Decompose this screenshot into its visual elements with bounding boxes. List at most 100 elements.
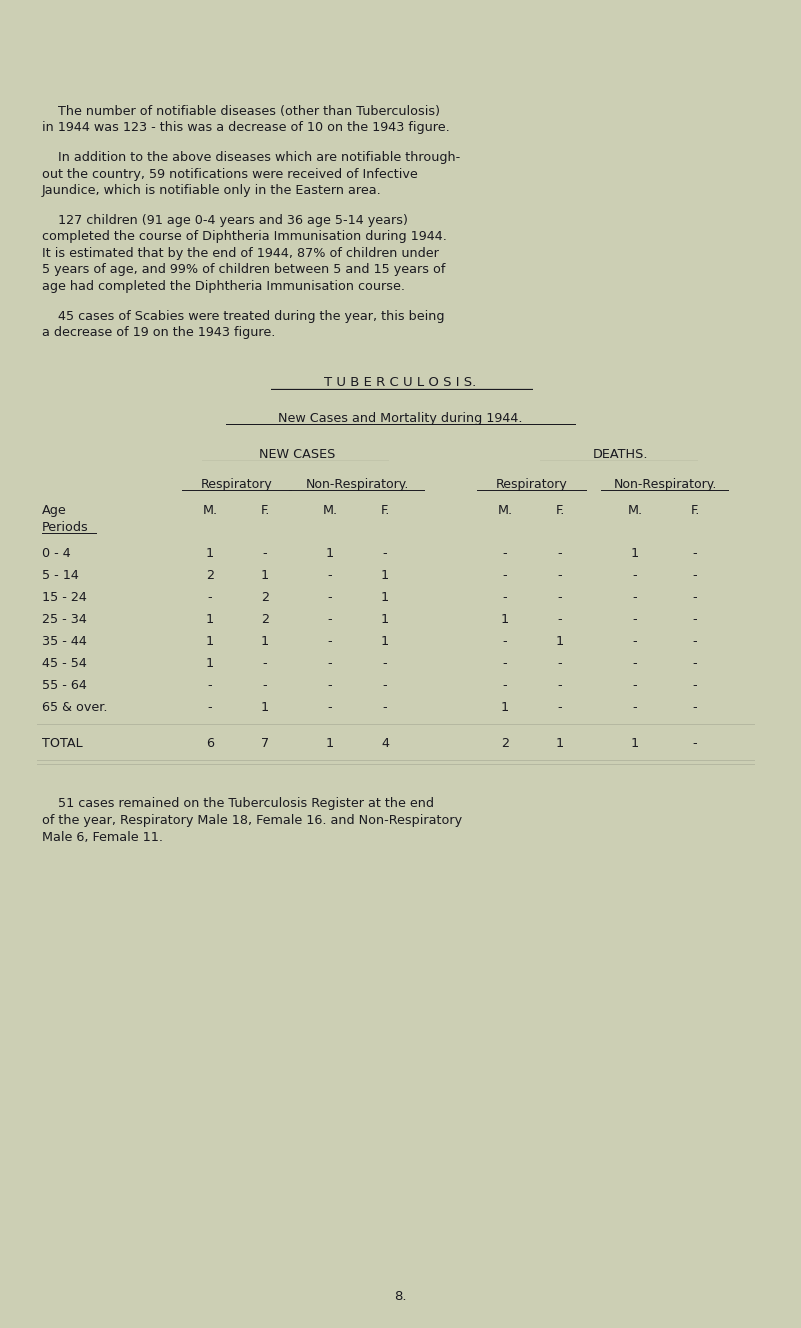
Text: In addition to the above diseases which are notifiable through-: In addition to the above diseases which … — [42, 151, 461, 165]
Text: 127 children (91 age 0-4 years and 36 age 5-14 years): 127 children (91 age 0-4 years and 36 ag… — [42, 214, 408, 227]
Text: -: - — [328, 701, 332, 714]
Text: 8.: 8. — [394, 1289, 407, 1303]
Text: DEATHS.: DEATHS. — [592, 448, 648, 461]
Text: -: - — [633, 635, 638, 648]
Text: 1: 1 — [206, 614, 214, 627]
Text: M.: M. — [323, 505, 337, 518]
Text: -: - — [693, 679, 698, 692]
Text: 5 - 14: 5 - 14 — [42, 570, 78, 582]
Text: M.: M. — [203, 505, 218, 518]
Text: -: - — [503, 570, 507, 582]
Text: NEW CASES: NEW CASES — [259, 448, 335, 461]
Text: 1: 1 — [261, 635, 269, 648]
Text: 1: 1 — [381, 591, 389, 604]
Text: 6: 6 — [206, 737, 214, 750]
Text: 1: 1 — [206, 657, 214, 671]
Text: New Cases and Mortality during 1944.: New Cases and Mortality during 1944. — [278, 412, 523, 425]
Text: 15 - 24: 15 - 24 — [42, 591, 87, 604]
Text: The number of notifiable diseases (other than Tuberculosis): The number of notifiable diseases (other… — [42, 105, 440, 118]
Text: -: - — [633, 679, 638, 692]
Text: TOTAL: TOTAL — [42, 737, 83, 750]
Text: 2: 2 — [261, 614, 269, 627]
Text: 1: 1 — [206, 635, 214, 648]
Text: Respiratory: Respiratory — [201, 478, 273, 491]
Text: -: - — [328, 679, 332, 692]
Text: F.: F. — [380, 505, 390, 518]
Text: 55 - 64: 55 - 64 — [42, 679, 87, 692]
Text: 45 - 54: 45 - 54 — [42, 657, 87, 671]
Text: -: - — [503, 547, 507, 560]
Text: 1: 1 — [261, 701, 269, 714]
Text: 1: 1 — [501, 614, 509, 627]
Text: 1: 1 — [631, 547, 639, 560]
Text: F.: F. — [690, 505, 700, 518]
Text: F.: F. — [555, 505, 565, 518]
Text: Non-Respiratory.: Non-Respiratory. — [305, 478, 409, 491]
Text: -: - — [328, 591, 332, 604]
Text: -: - — [693, 570, 698, 582]
Text: M.: M. — [627, 505, 642, 518]
Text: 25 - 34: 25 - 34 — [42, 614, 87, 627]
Text: -: - — [557, 657, 562, 671]
Text: -: - — [328, 570, 332, 582]
Text: -: - — [263, 657, 268, 671]
Text: -: - — [207, 679, 212, 692]
Text: -: - — [633, 657, 638, 671]
Text: 1: 1 — [501, 701, 509, 714]
Text: 2: 2 — [261, 591, 269, 604]
Text: -: - — [633, 614, 638, 627]
Text: 0 - 4: 0 - 4 — [42, 547, 70, 560]
Text: -: - — [693, 635, 698, 648]
Text: Periods: Periods — [42, 521, 89, 534]
Text: -: - — [557, 591, 562, 604]
Text: -: - — [503, 657, 507, 671]
Text: -: - — [693, 657, 698, 671]
Text: Non-Respiratory.: Non-Respiratory. — [614, 478, 717, 491]
Text: 1: 1 — [206, 547, 214, 560]
Text: F.: F. — [260, 505, 270, 518]
Text: 2: 2 — [501, 737, 509, 750]
Text: -: - — [383, 679, 388, 692]
Text: out the country, 59 notifications were received of Infective: out the country, 59 notifications were r… — [42, 167, 418, 181]
Text: -: - — [633, 701, 638, 714]
Text: -: - — [328, 635, 332, 648]
Text: -: - — [557, 570, 562, 582]
Text: 1: 1 — [556, 737, 564, 750]
Text: -: - — [383, 657, 388, 671]
Text: -: - — [693, 591, 698, 604]
Text: 1: 1 — [381, 614, 389, 627]
Text: 1: 1 — [326, 547, 334, 560]
Text: Male 6, Female 11.: Male 6, Female 11. — [42, 830, 163, 843]
Text: completed the course of Diphtheria Immunisation during 1944.: completed the course of Diphtheria Immun… — [42, 230, 447, 243]
Text: -: - — [693, 614, 698, 627]
Text: a decrease of 19 on the 1943 figure.: a decrease of 19 on the 1943 figure. — [42, 327, 276, 339]
Text: -: - — [557, 614, 562, 627]
Text: 51 cases remained on the Tuberculosis Register at the end: 51 cases remained on the Tuberculosis Re… — [42, 798, 434, 810]
Text: Respiratory: Respiratory — [496, 478, 568, 491]
Text: 35 - 44: 35 - 44 — [42, 635, 87, 648]
Text: of the year, Respiratory Male 18, Female 16. and Non-Respiratory: of the year, Respiratory Male 18, Female… — [42, 814, 462, 827]
Text: 1: 1 — [556, 635, 564, 648]
Text: T U B E R C U L O S I S.: T U B E R C U L O S I S. — [324, 376, 477, 389]
Text: -: - — [557, 679, 562, 692]
Text: Jaundice, which is notifiable only in the Eastern area.: Jaundice, which is notifiable only in th… — [42, 185, 382, 197]
Text: 5 years of age, and 99% of children between 5 and 15 years of: 5 years of age, and 99% of children betw… — [42, 263, 445, 276]
Text: -: - — [383, 701, 388, 714]
Text: 2: 2 — [206, 570, 214, 582]
Text: -: - — [383, 547, 388, 560]
Text: -: - — [693, 737, 698, 750]
Text: -: - — [263, 679, 268, 692]
Text: 1: 1 — [326, 737, 334, 750]
Text: 1: 1 — [381, 570, 389, 582]
Text: -: - — [328, 657, 332, 671]
Text: 65 & over.: 65 & over. — [42, 701, 107, 714]
Text: -: - — [503, 679, 507, 692]
Text: -: - — [633, 591, 638, 604]
Text: -: - — [693, 701, 698, 714]
Text: -: - — [207, 591, 212, 604]
Text: 1: 1 — [261, 570, 269, 582]
Text: -: - — [693, 547, 698, 560]
Text: 1: 1 — [381, 635, 389, 648]
Text: It is estimated that by the end of 1944, 87% of children under: It is estimated that by the end of 1944,… — [42, 247, 439, 260]
Text: 1: 1 — [631, 737, 639, 750]
